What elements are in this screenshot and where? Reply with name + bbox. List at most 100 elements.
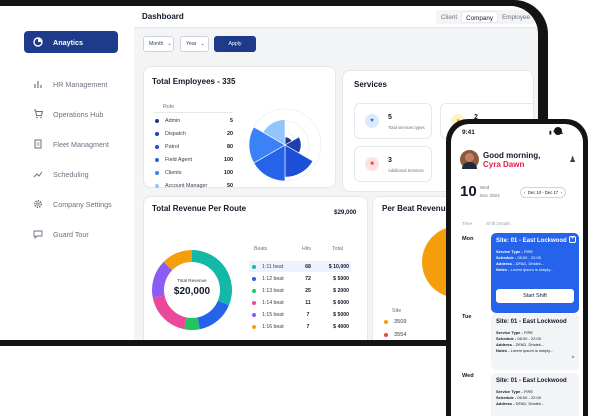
status-icons: ▮◥▬: [549, 130, 564, 136]
cart-icon: [32, 108, 44, 120]
status-time: 9:41: [462, 129, 475, 136]
greeting-text: Good morning,: [483, 151, 541, 160]
bag-icon: ■: [365, 157, 379, 171]
beat-hits: 7: [306, 311, 310, 318]
year-select-value: Year: [186, 41, 197, 47]
legend-dot: [252, 264, 256, 269]
service-count: 5: [388, 114, 392, 121]
shift-service-type: Service Type - FIRE: [496, 249, 534, 254]
apply-button[interactable]: Apply: [214, 36, 256, 52]
role-row: Account Manager 50: [155, 180, 233, 192]
role-count: 100: [224, 157, 233, 163]
sidebar-item-guard-tour[interactable]: Guard Tour: [24, 223, 118, 245]
role-count: 5: [230, 118, 233, 124]
donut-label: Total Revenue: [177, 278, 207, 283]
tab-employee[interactable]: Employee: [502, 14, 531, 21]
beat-row[interactable]: 1:16 beat 7 $ 4000: [249, 321, 351, 332]
expand-icon[interactable]: +: [569, 236, 576, 243]
page-title: Dashboard: [142, 12, 184, 21]
beat-row[interactable]: 1:12 beat 72 $ 5000: [249, 273, 351, 284]
donut-segment: [152, 261, 173, 298]
start-shift-button[interactable]: Start Shift: [496, 289, 574, 303]
beat-row[interactable]: 1:14 beat 11 $ 6000: [249, 297, 351, 308]
role-count: 100: [224, 170, 233, 176]
beat-row[interactable]: 1:15 beat 7 $ 5000: [249, 309, 351, 320]
service-label: Total services types: [388, 125, 425, 130]
role-name: Dispatch: [165, 131, 186, 137]
chevron-left-icon[interactable]: ‹: [524, 190, 526, 195]
beat-total: $ 6000: [333, 299, 349, 306]
services-title: Services: [354, 80, 387, 89]
donut-segment: [184, 317, 200, 330]
date-range-text: Dec 10 - Dec 17: [527, 190, 559, 195]
month-select[interactable]: Month ⌄: [143, 36, 174, 52]
rose-segment: [262, 119, 286, 146]
beat-total: $ 5000: [333, 311, 349, 318]
beat-name: 1:13 beat: [262, 287, 284, 294]
shift-schedule: Schedule - 06:00 - 22:00: [496, 336, 541, 341]
beat-name: 1:14 beat: [262, 299, 284, 306]
shift-site: Site: 01 - East Lockwood: [496, 238, 567, 244]
donut-value: $20,000: [173, 286, 211, 297]
sidebar-item-label: Operations Hub: [53, 109, 104, 119]
shift-card[interactable]: Site: 01 - East Lockwood Service Type - …: [491, 373, 579, 416]
service-count: 2: [474, 114, 478, 121]
bar-chart-icon: [32, 78, 44, 90]
shift-card-active[interactable]: Site: 01 - East Lockwood + Service Type …: [491, 233, 579, 313]
role-count: 80: [227, 144, 233, 150]
sidebar-item-hr-management[interactable]: HR Management: [24, 73, 118, 95]
beat-total: $ 10,000: [328, 263, 349, 270]
legend-dot: [252, 288, 256, 293]
tab-client[interactable]: Client: [441, 14, 458, 21]
beat-name: 1:15 beat: [262, 311, 284, 318]
site-value: 3554: [394, 332, 407, 338]
sidebar-item-analytics[interactable]: Anaytics: [24, 31, 118, 53]
chevron-down-icon: ⌄: [167, 41, 172, 47]
gear-icon: [32, 198, 44, 210]
beat-hits: 11: [305, 299, 311, 306]
beat-name: 1:11 beat: [262, 263, 284, 270]
shift-address: Address - DFAD, Dristek...: [496, 261, 545, 266]
document-icon: [32, 138, 44, 150]
beat-total: $ 4000: [333, 323, 349, 330]
total-employees-title: Total Employees - 335: [152, 77, 236, 86]
legend-dot: [155, 145, 159, 149]
legend-dot: [252, 300, 256, 305]
legend-dot: [252, 324, 256, 329]
notification-bell-icon[interactable]: ♟: [569, 155, 577, 164]
role-count: 20: [227, 131, 233, 137]
employees-rose-chart: [248, 108, 322, 182]
shift-schedule: Schedule - 06:00 - 22:00: [496, 395, 541, 400]
sidebar-item-company-settings[interactable]: Company Settings: [24, 193, 118, 215]
hits-column-header: Hits: [302, 246, 311, 252]
role-count: 50: [227, 183, 233, 189]
date-range-selector[interactable]: ‹ Dec 10 - Dec 17 ›: [520, 187, 566, 198]
sidebar-item-scheduling[interactable]: Scheduling: [24, 163, 118, 185]
role-row: Dispatch 20: [155, 128, 233, 140]
shift-card[interactable]: Site: 01 - East Lockwood Service Type - …: [491, 314, 579, 370]
chevron-right-icon[interactable]: ›: [560, 190, 562, 195]
tab-company[interactable]: Company: [461, 11, 499, 23]
pie-chart-icon: [32, 36, 44, 48]
play-icon[interactable]: ▶: [571, 354, 575, 359]
beat-row[interactable]: 1:13 beat 25 $ 2000: [249, 285, 351, 296]
beats-column-header: Beats: [254, 246, 268, 252]
legend-dot: [155, 132, 159, 136]
sidebar-item-operations-hub[interactable]: Operations Hub: [24, 103, 118, 125]
service-stat-total-types: ♥ 5 Total services types: [354, 103, 432, 139]
beat-total: $ 5000: [333, 275, 349, 282]
beat-row[interactable]: 1:11 beat 68 $ 10,000: [249, 261, 351, 272]
year-select[interactable]: Year ⌄: [180, 36, 209, 52]
site-value: 3509: [394, 319, 407, 325]
phone-device: 9:41 ▮◥▬ Good morning, Cyra Dawn ♟ 10 We…: [446, 119, 588, 416]
site-row: 3509: [384, 319, 406, 325]
legend-dot: [384, 320, 388, 324]
avatar: [460, 150, 479, 169]
donut-segment: [197, 300, 229, 330]
sidebar-item-label: Guard Tour: [53, 229, 89, 239]
month-select-value: Month: [149, 41, 164, 47]
legend-dot: [155, 171, 159, 175]
shift-notes: Notes - Lorem ipsum is simply...: [496, 348, 554, 353]
sidebar-item-fleet-management[interactable]: Fleet Managment: [24, 133, 118, 155]
role-row: Admin 5: [155, 115, 233, 127]
